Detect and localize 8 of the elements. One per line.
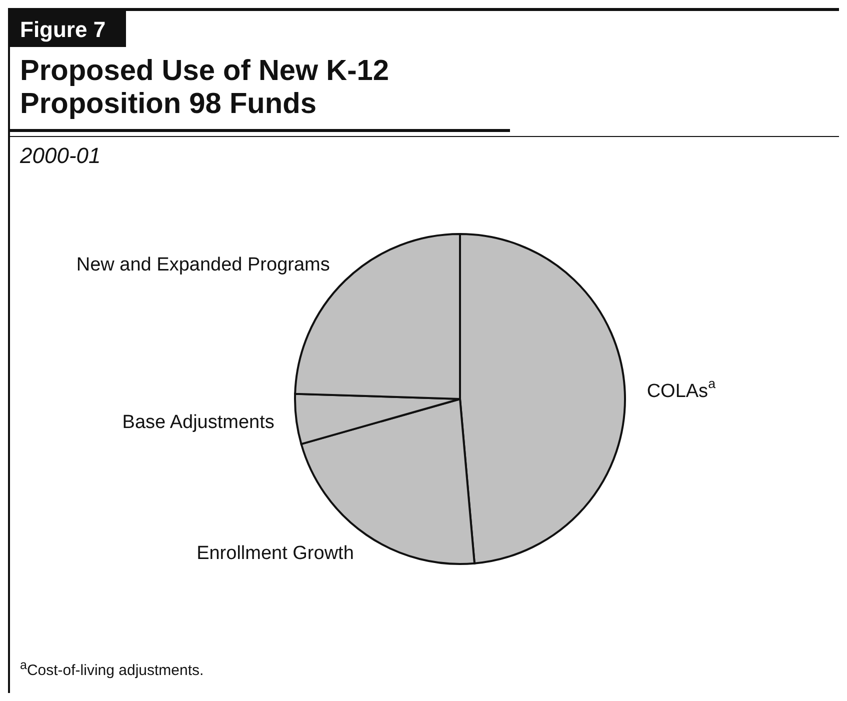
slice-label: New and Expanded Programs <box>76 254 330 276</box>
slice-label: Base Adjustments <box>122 411 274 432</box>
chart-subtitle: 2000-01 <box>20 143 101 168</box>
chart-title: Proposed Use of New K-12 Proposition 98 Funds <box>20 55 390 120</box>
text: $^{a}$Cost-of-living adjustments. <box>20 658 204 679</box>
caption: Figure 7 <box>20 17 106 42</box>
slice-label: COLAs$^{a}$ <box>646 376 716 402</box>
slice-label: Enrollment Growth <box>196 542 354 564</box>
